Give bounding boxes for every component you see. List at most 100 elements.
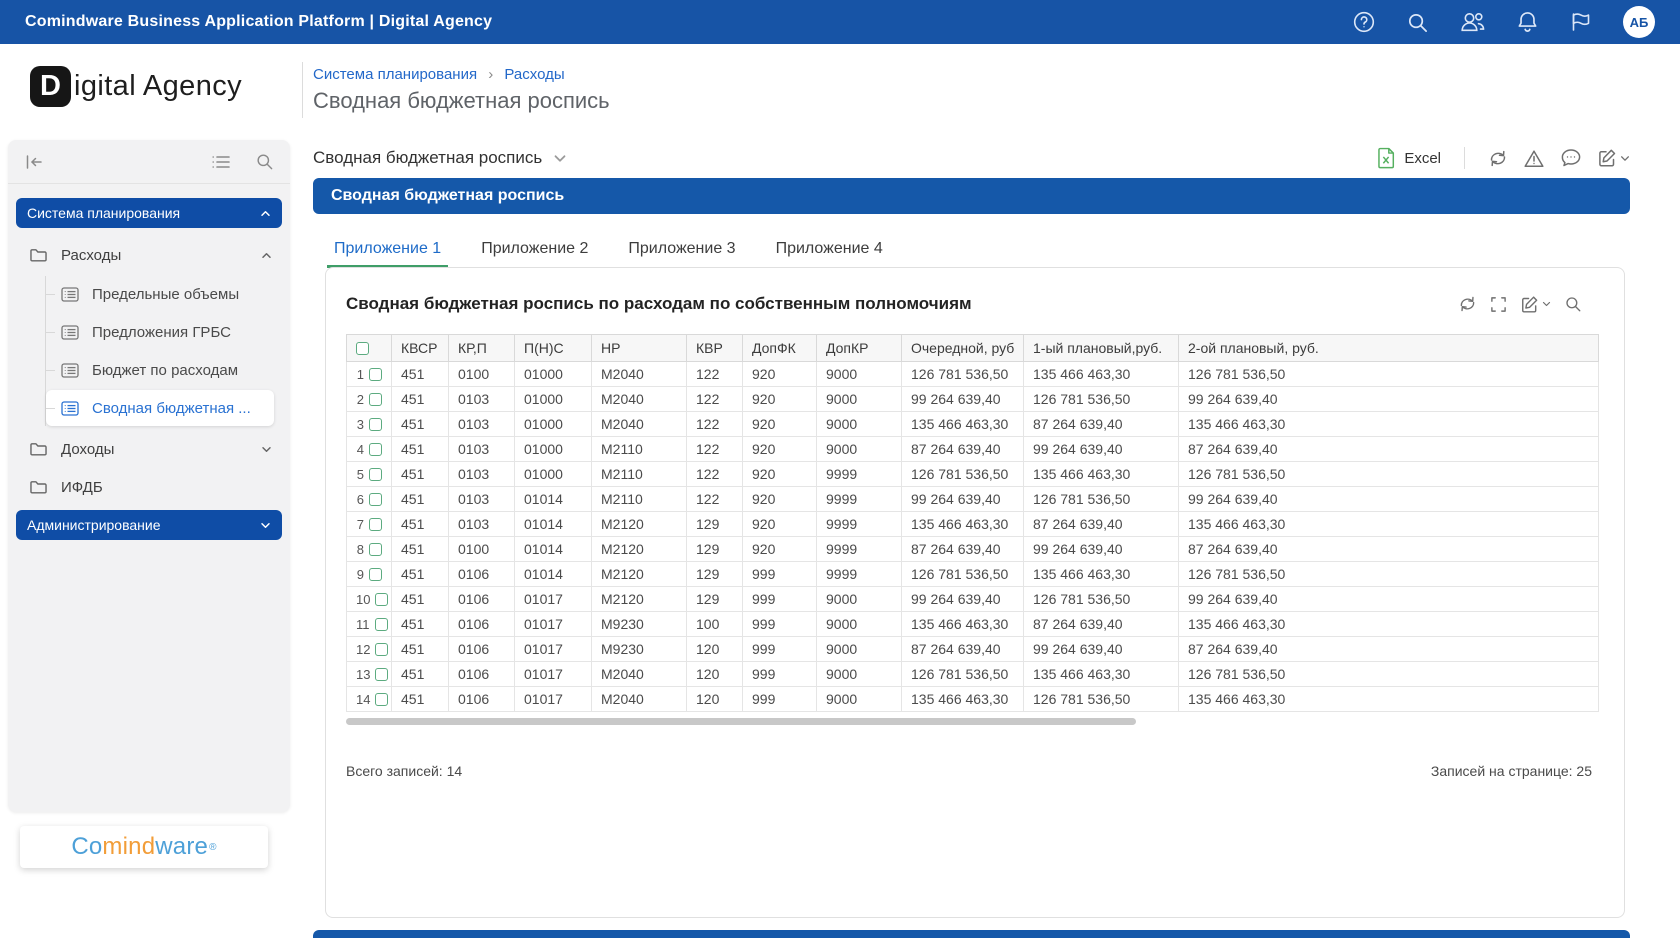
table-cell: 451 (391, 386, 449, 412)
table-cell: 122 (686, 411, 743, 437)
row-checkbox[interactable] (375, 593, 389, 606)
sidebar-section-label: Система планирования (27, 205, 181, 221)
table-cell: 120 (686, 636, 743, 662)
tab-prilozhenie-1[interactable]: Приложение 1 (327, 237, 449, 268)
table-cell: М2040 (591, 361, 687, 387)
search-icon[interactable] (1564, 295, 1582, 313)
breadcrumb-link-planning[interactable]: Система планирования (313, 66, 478, 83)
row-checkbox[interactable] (369, 568, 382, 581)
table-cell: 01017 (514, 611, 592, 637)
tabs: Приложение 1 Приложение 2 Приложение 3 Прил… (327, 237, 890, 268)
tab-prilozhenie-2[interactable]: Приложение 2 (481, 240, 589, 257)
table-cell: 0106 (448, 686, 515, 712)
select-all-checkbox[interactable] (356, 342, 369, 355)
tab-prilozhenie-3[interactable]: Приложение 3 (628, 240, 736, 257)
sidebar-section[interactable]: Система планирования (16, 198, 282, 228)
records-per-page-value[interactable]: 25 (1576, 763, 1592, 779)
help-icon[interactable] (1352, 10, 1376, 34)
table-cell: М2110 (591, 486, 687, 512)
row-number: 11 (356, 617, 370, 632)
flag-icon[interactable] (1569, 11, 1593, 33)
table-row: 4 451 0103 01000 М2110 122 920 9000 87 264 639,4… (346, 436, 1599, 462)
table-cell: 122 (686, 436, 743, 462)
table-cell: 0106 (448, 661, 515, 687)
row-checkbox[interactable] (369, 543, 382, 556)
sidebar-section[interactable]: Администрирование (16, 510, 282, 540)
table-cell: 451 (391, 436, 449, 462)
list-icon[interactable] (211, 154, 231, 170)
table-row: 6 451 0103 01014 М2110 122 920 9999 99 264 639,4… (346, 486, 1599, 512)
table-cell: 129 (686, 536, 743, 562)
table-row: 2 451 0103 01000 М2040 122 920 9000 99 264 639,4… (346, 386, 1599, 412)
top-bar-actions: АБ (1352, 6, 1655, 38)
row-checkbox[interactable] (375, 668, 389, 681)
sidebar-folder[interactable]: Доходы (16, 430, 282, 468)
comment-icon[interactable] (1560, 148, 1582, 168)
toolbar-divider (1464, 147, 1465, 169)
sidebar-item[interactable]: Предельные объемы (46, 276, 274, 312)
row-checkbox[interactable] (369, 518, 382, 531)
users-icon[interactable] (1459, 11, 1486, 33)
collapse-icon[interactable] (24, 154, 44, 170)
table-cell: 01017 (514, 586, 592, 612)
section-banner: Сводная бюджетная роспись (313, 178, 1630, 214)
table-cell: 0103 (448, 386, 515, 412)
search-icon[interactable] (255, 152, 274, 171)
table-cell: 01000 (514, 361, 592, 387)
warning-icon[interactable] (1523, 149, 1545, 168)
table-cell: 451 (391, 511, 449, 537)
tab-prilozhenie-4[interactable]: Приложение 4 (775, 240, 883, 257)
edit-icon[interactable] (1597, 148, 1630, 168)
view-actions: Excel (1377, 147, 1630, 169)
row-checkbox[interactable] (369, 393, 382, 406)
table-cell: М2040 (591, 386, 687, 412)
edit-icon[interactable] (1520, 295, 1551, 314)
sidebar-folder[interactable]: Расходы (16, 236, 282, 274)
column-header: 1-ый плановый,руб. (1023, 334, 1179, 362)
notifications-icon[interactable] (1516, 10, 1539, 34)
chevron-down-icon (261, 446, 272, 453)
table-cell: 126 781 536,50 (901, 661, 1024, 687)
table-cell: М2110 (591, 436, 687, 462)
sidebar-folder[interactable]: ИФДБ (16, 468, 282, 506)
table-cell: 135 466 463,30 (1178, 411, 1599, 437)
row-checkbox[interactable] (374, 618, 388, 631)
chevron-down-icon[interactable] (553, 154, 567, 163)
row-checkbox[interactable] (369, 418, 382, 431)
sidebar-item[interactable]: Предложения ГРБС (46, 314, 274, 350)
horizontal-scrollbar[interactable] (346, 718, 1136, 725)
column-header: ДопФК (742, 334, 817, 362)
table-row: 1 451 0100 01000 М2040 122 920 9000 126 781 536,… (346, 361, 1599, 387)
table-cell: 120 (686, 661, 743, 687)
avatar[interactable]: АБ (1623, 6, 1655, 38)
breadcrumb-separator: › (488, 66, 494, 83)
sidebar-item[interactable]: Бюджет по расходам (46, 352, 274, 388)
row-select-cell: 13 (346, 661, 392, 687)
sidebar-item-label: Предложения ГРБС (92, 323, 231, 341)
list-icon (61, 400, 79, 416)
breadcrumb-link-expenses[interactable]: Расходы (504, 66, 565, 83)
refresh-icon[interactable] (1488, 150, 1508, 167)
sidebar-folder-label: Расходы (61, 246, 122, 264)
row-checkbox[interactable] (369, 468, 382, 481)
table-cell: 9000 (816, 661, 902, 687)
expand-icon[interactable] (1490, 296, 1507, 313)
row-checkbox[interactable] (369, 493, 382, 506)
excel-export-button[interactable]: Excel (1377, 147, 1441, 169)
sidebar-item[interactable]: Сводная бюджетная ... (46, 390, 274, 426)
table-row: 11 451 0106 01017 М9230 100 999 9000 135 466 463… (346, 611, 1599, 637)
row-checkbox[interactable] (375, 693, 389, 706)
row-checkbox[interactable] (375, 643, 389, 656)
table-cell: 129 (686, 561, 743, 587)
row-checkbox[interactable] (369, 368, 382, 381)
row-checkbox[interactable] (369, 443, 382, 456)
row-select-cell: 8 (346, 536, 392, 562)
table-cell: М2120 (591, 511, 687, 537)
table-cell: 920 (742, 361, 817, 387)
table-cell: 999 (742, 561, 817, 587)
row-select-cell: 7 (346, 511, 392, 537)
search-icon[interactable] (1406, 11, 1429, 34)
table-cell: 126 781 536,50 (1023, 586, 1179, 612)
row-select-cell: 9 (346, 561, 392, 587)
refresh-icon[interactable] (1458, 296, 1477, 312)
